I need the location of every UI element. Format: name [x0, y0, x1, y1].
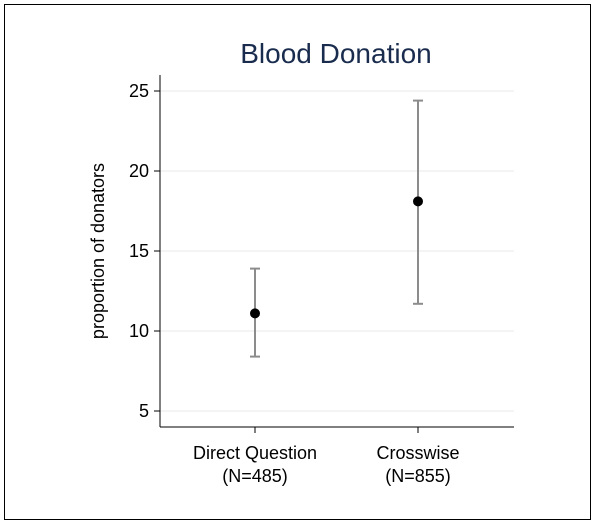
y-tick-label: 20	[129, 161, 149, 181]
chart-frame	[4, 4, 591, 520]
x-tick-label: Direct Question	[193, 443, 317, 463]
y-axis-label: proportion of donators	[88, 163, 108, 339]
y-tick-label: 25	[129, 81, 149, 101]
x-tick-label: Crosswise	[376, 443, 459, 463]
mark-layer	[250, 99, 423, 358]
x-tick-sublabel: (N=855)	[385, 466, 451, 486]
x-tick-sublabel: (N=485)	[222, 466, 288, 486]
y-tick-label: 5	[139, 401, 149, 421]
chart-title: Blood Donation	[240, 38, 431, 69]
data-point	[413, 196, 423, 207]
axis-layer: 5 10 15 20 25 Direct Question (N=485) Crosswise…	[129, 75, 514, 486]
grid-layer	[160, 90, 514, 412]
y-tick-label: 10	[129, 321, 149, 341]
data-point	[250, 308, 260, 319]
y-tick-label: 15	[129, 241, 149, 261]
